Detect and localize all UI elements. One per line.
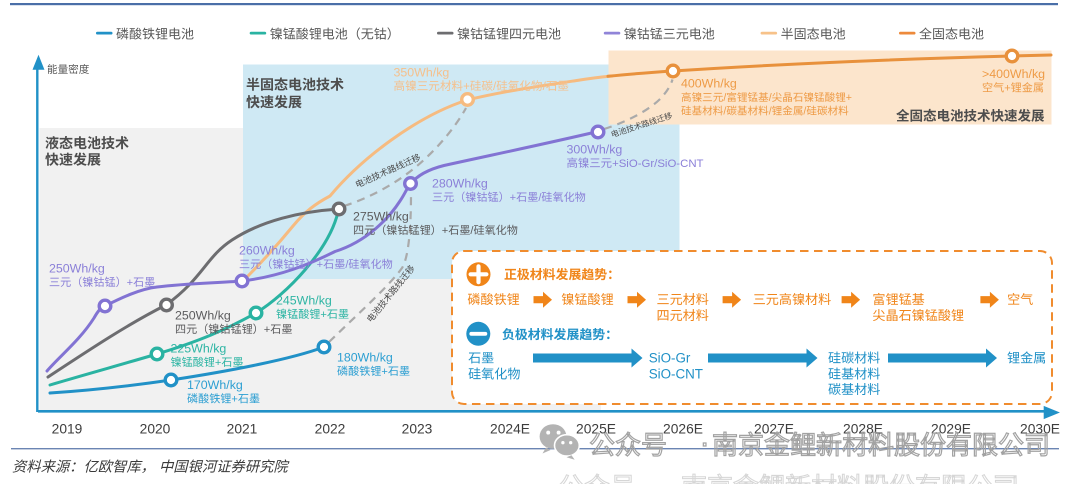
svg-text:硅碳材料硅基材料碳基材料: 硅碳材料硅基材料碳基材料 (828, 351, 880, 398)
svg-text:2020: 2020 (140, 422, 171, 437)
svg-text:镍钴锰锂四元电池: 镍钴锰锂四元电池 (457, 26, 561, 41)
svg-text:资料来源：亿欧智库， 中国银河证券研究院: 资料来源：亿欧智库， 中国银河证券研究院 (12, 459, 290, 476)
svg-text:南京金鲤新材料股份有限公司: 南京金鲤新材料股份有限公司 (681, 472, 1019, 484)
svg-text:空气: 空气 (1007, 292, 1033, 307)
svg-text:2028E: 2028E (843, 422, 883, 437)
svg-text:南京金鲤新材料股份有限公司: 南京金鲤新材料股份有限公司 (712, 430, 1050, 460)
svg-text:2022: 2022 (315, 422, 346, 437)
svg-text:正极材料发展趋势：: 正极材料发展趋势： (504, 267, 620, 282)
svg-text:2025E: 2025E (576, 422, 616, 437)
svg-text:镍锰酸锂: 镍锰酸锂 (561, 292, 613, 307)
svg-text:镍锰酸锂电池（无钴）: 镍锰酸锂电池（无钴） (270, 26, 400, 41)
svg-text:·: · (700, 427, 709, 458)
svg-text:全固态电池技术快速发展: 全固态电池技术快速发展 (896, 109, 1045, 124)
svg-text:石墨硅氧化物: 石墨硅氧化物 (468, 351, 520, 382)
svg-text:全固态电池: 全固态电池 (919, 26, 984, 41)
svg-text:液态电池技术快速发展: 液态电池技术快速发展 (45, 135, 129, 168)
svg-text:能量密度: 能量密度 (47, 64, 90, 76)
svg-text:三元材料四元材料: 三元材料四元材料 (657, 292, 709, 323)
svg-text:磷酸铁锂: 磷酸铁锂 (467, 292, 519, 307)
svg-text:锂金属: 锂金属 (1007, 351, 1046, 366)
svg-text:三元高镍材料: 三元高镍材料 (753, 292, 832, 307)
svg-text:2019: 2019 (52, 422, 83, 437)
svg-text:2024E: 2024E (490, 422, 530, 437)
svg-text:2026E: 2026E (663, 422, 703, 437)
svg-text:镍钴锰三元电池: 镍钴锰三元电池 (624, 26, 715, 41)
svg-text:公众号: 公众号 (558, 472, 636, 484)
svg-text:2023: 2023 (402, 422, 433, 437)
svg-text:·: · (669, 469, 678, 484)
svg-text:2027E: 2027E (754, 422, 794, 437)
svg-text:磷酸铁锂电池: 磷酸铁锂电池 (116, 26, 194, 41)
svg-text:负极材料发展趋势：: 负极材料发展趋势： (502, 327, 618, 342)
svg-text:2029E: 2029E (931, 422, 971, 437)
svg-text:2030E: 2030E (1020, 422, 1060, 437)
svg-text:2021: 2021 (227, 422, 258, 437)
svg-text:半固态电池: 半固态电池 (781, 26, 846, 41)
svg-text:富锂锰基尖晶石镍锰酸锂: 富锂锰基尖晶石镍锰酸锂 (872, 292, 964, 323)
svg-text:公众号: 公众号 (589, 430, 667, 460)
